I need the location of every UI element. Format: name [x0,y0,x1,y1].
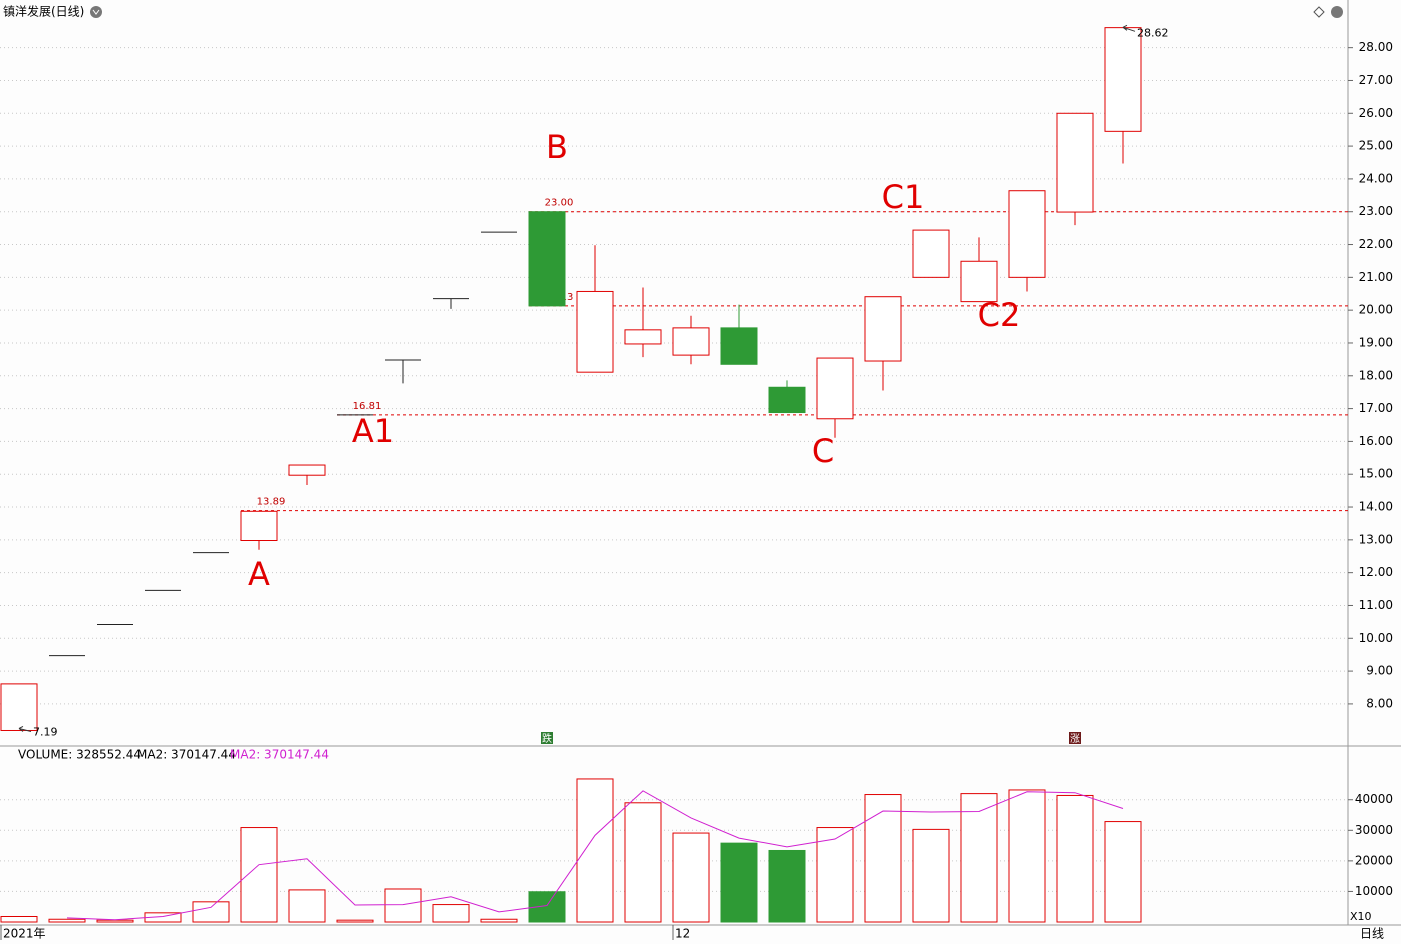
annotation: C1 [882,178,925,216]
signal-box [541,732,553,744]
signal-marker: 涨 [1070,733,1080,745]
y-tick-label: 16.00 [1359,434,1393,448]
ma-legend: MA2: 370147.44 [230,748,329,762]
volume-bar [96,919,134,923]
candle-body [624,329,662,345]
y-tick-label: 19.00 [1359,335,1393,349]
level-label: 23.00 [545,198,574,209]
y2-tick-label: 20000 [1355,853,1393,867]
annotation: A1 [352,412,394,450]
signal-box [1069,732,1081,744]
settings-button[interactable] [1331,6,1343,18]
level-label: 16.81 [353,401,382,412]
y-tick-label: 20.00 [1359,303,1393,317]
y-tick-label: 23.00 [1359,204,1393,218]
volume-bar [816,827,854,923]
volume-bar [288,889,326,923]
y-tick-label: 22.00 [1359,237,1393,251]
y-tick-label: 15.00 [1359,467,1393,481]
y2-tick-label: 40000 [1355,792,1393,806]
x-tick-label: 12 [675,927,690,941]
scale-label: X10 [1350,910,1372,923]
candle-body [816,357,854,420]
candle-body [960,260,998,303]
volume-bar [480,918,518,923]
volume-bar [336,919,374,923]
level-label: 13.89 [257,497,286,508]
y-tick-label: 17.00 [1359,401,1393,415]
x-tick-label: 2021年 [3,927,46,941]
volume-bar [720,842,758,923]
annotation: B [546,128,568,166]
signal-marker: 跌 [542,732,552,745]
y-tick-label: 12.00 [1359,565,1393,579]
volume-bar [1056,794,1094,923]
y-tick-label: 27.00 [1359,73,1393,87]
title-menu[interactable] [90,6,102,18]
y-tick-label: 25.00 [1359,139,1393,153]
menu-arrow [92,9,100,15]
candle-body [288,464,326,476]
volume-bar [864,794,902,923]
volume-bar [1104,821,1142,923]
volume-bar [576,778,614,923]
candle-body [240,510,278,541]
diamond-button[interactable] [1313,6,1325,18]
ma-line [66,790,1124,921]
annotation: C2 [978,296,1021,334]
y-tick-label: 9.00 [1366,664,1393,678]
volume-bar [912,828,950,923]
chart-title: 镇洋发展(日线) [3,4,84,19]
candle-body [1104,27,1142,132]
volume-bar [960,793,998,923]
y-tick-label: 26.00 [1359,106,1393,120]
period-label: 日线 [1360,927,1384,941]
y-tick-label: 8.00 [1366,696,1393,710]
volume-bar [624,802,662,923]
volume-bar [432,904,470,923]
y-tick-label: 11.00 [1359,598,1393,612]
volume-bar [192,901,230,923]
volume-bar [48,918,86,923]
volume-bar [768,849,806,923]
candle-body [528,211,566,307]
volume-bar [672,832,710,923]
low-label: 7.19 [33,725,58,738]
y-tick-label: 13.00 [1359,532,1393,546]
volume-bar [0,915,38,923]
annotation: C [812,432,834,470]
y-tick-label: 21.00 [1359,270,1393,284]
candle-body [672,327,710,356]
high-arrow [1122,24,1136,32]
volume-legend: VOLUME: 328552.44 [18,748,141,762]
candle-body [576,290,614,373]
candle-body [768,386,806,414]
y-tick-label: 28.00 [1359,40,1393,54]
volume-bar [1008,789,1046,923]
candle-body [1056,112,1094,213]
volume-bar [240,827,278,923]
y2-tick-label: 30000 [1355,823,1393,837]
y-tick-label: 14.00 [1359,500,1393,514]
volume-legend: MA2: 370147.44 [137,748,236,762]
y-tick-label: 24.00 [1359,171,1393,185]
y-tick-label: 18.00 [1359,368,1393,382]
high-label: 28.62 [1137,26,1169,39]
annotation: A [248,555,270,593]
candle-body [0,683,38,731]
y-tick-label: 10.00 [1359,631,1393,645]
volume-bar [384,888,422,923]
candle-body [720,327,758,365]
candle-body [864,296,902,362]
y2-tick-label: 10000 [1355,884,1393,898]
candle-body [1008,190,1046,278]
candle-body [912,229,950,278]
low-arrow [18,726,32,732]
